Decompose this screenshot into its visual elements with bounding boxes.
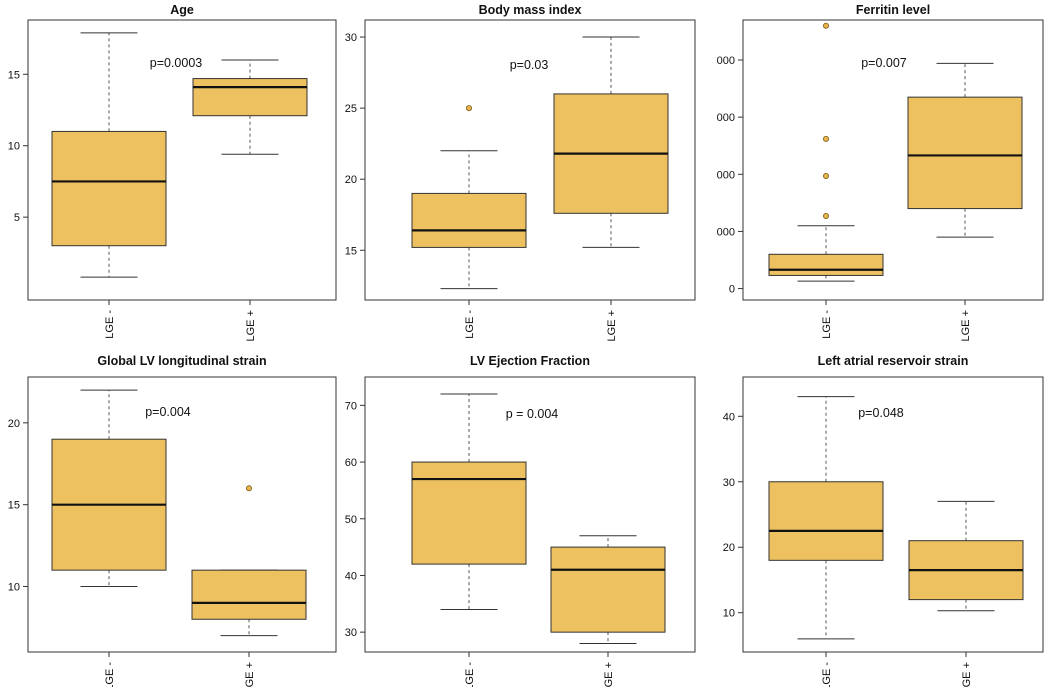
box-lge-negative bbox=[768, 22, 884, 282]
category-label: LGE - bbox=[821, 310, 833, 339]
box-lge-negative bbox=[411, 105, 527, 290]
category-label: LGE - bbox=[104, 662, 116, 687]
p-value-label: p=0.03 bbox=[510, 58, 549, 72]
y-tick-label: 10 bbox=[723, 608, 735, 620]
iqr-box bbox=[550, 546, 666, 633]
box-lge-positive bbox=[192, 59, 308, 155]
y-tick-label: 5 bbox=[14, 212, 20, 224]
plot-frame bbox=[742, 376, 1044, 653]
y-tick-label: 50 bbox=[345, 514, 357, 526]
category-label: LGE - bbox=[821, 662, 833, 687]
outlier-point bbox=[245, 485, 252, 492]
chart-panel-2: Body mass index 15 20 25 30 LGE - LGE + p=0.03 bbox=[345, 3, 696, 342]
iqr-box bbox=[411, 461, 527, 565]
category-label: LGE + bbox=[960, 310, 972, 342]
y-tick-label: 15 bbox=[345, 245, 357, 257]
box-lge-negative bbox=[51, 389, 167, 588]
y-tick-label: 20 bbox=[345, 174, 357, 186]
y-tick-label: 30 bbox=[345, 32, 357, 44]
chart-title: Age bbox=[170, 3, 194, 17]
p-value-label: p = 0.004 bbox=[506, 407, 559, 421]
category-label: LGE - bbox=[104, 310, 116, 339]
category-label: LGE + bbox=[606, 310, 618, 342]
plot-frame bbox=[364, 376, 696, 653]
y-tick-label: 70 bbox=[345, 400, 357, 412]
y-tick-label: 25 bbox=[345, 103, 357, 115]
y-tick-label: 000 bbox=[717, 226, 735, 238]
y-tick-label: 000 bbox=[717, 55, 735, 67]
iqr-box bbox=[411, 192, 527, 248]
box-lge-positive bbox=[908, 500, 1024, 612]
p-value-label: p=0.004 bbox=[145, 405, 191, 419]
outlier-point bbox=[823, 22, 830, 29]
y-tick-label: 20 bbox=[8, 418, 20, 430]
y-tick-label: 10 bbox=[8, 141, 20, 153]
y-tick-label: 0 bbox=[729, 284, 735, 296]
plot-frame bbox=[364, 19, 696, 301]
plot-frame bbox=[27, 376, 337, 653]
box-lge-negative bbox=[51, 32, 167, 278]
plot-frame bbox=[27, 19, 337, 301]
plot-frame bbox=[742, 19, 1044, 301]
iqr-box bbox=[768, 481, 884, 561]
outlier-point bbox=[823, 135, 830, 142]
y-tick-label: 000 bbox=[717, 169, 735, 181]
y-tick-label: 40 bbox=[723, 411, 735, 423]
chart-title: Left atrial reservoir strain bbox=[818, 354, 969, 368]
box-lge-positive bbox=[550, 535, 666, 644]
y-tick-label: 15 bbox=[8, 500, 20, 512]
category-label: LGE + bbox=[603, 662, 615, 687]
y-tick-label: 40 bbox=[345, 570, 357, 582]
p-value-label: p=0.048 bbox=[858, 406, 904, 420]
chart-title: Ferritin level bbox=[856, 3, 930, 17]
outlier-point bbox=[823, 212, 830, 219]
category-label: LGE + bbox=[961, 662, 973, 687]
category-label: LGE + bbox=[245, 310, 257, 342]
category-label: LGE + bbox=[244, 662, 256, 687]
iqr-box bbox=[768, 253, 884, 276]
box-lge-positive bbox=[553, 36, 669, 248]
box-lge-positive bbox=[907, 62, 1023, 238]
chart-panel-6: Left atrial reservoir strain 10 20 30 40 LGE … bbox=[723, 354, 1044, 687]
iqr-box bbox=[191, 569, 307, 620]
y-tick-label: 15 bbox=[8, 69, 20, 81]
y-tick-label: 30 bbox=[345, 627, 357, 639]
outlier-point bbox=[465, 105, 472, 112]
category-label: LGE - bbox=[464, 662, 476, 687]
iqr-box bbox=[51, 130, 167, 247]
box-lge-negative bbox=[768, 396, 884, 640]
y-tick-label: 10 bbox=[8, 582, 20, 594]
iqr-box bbox=[192, 78, 308, 117]
p-value-label: p=0.007 bbox=[861, 56, 907, 70]
iqr-box bbox=[907, 96, 1023, 210]
outlier-point bbox=[823, 172, 830, 179]
p-value-label: p=0.0003 bbox=[150, 56, 203, 70]
chart-title: Body mass index bbox=[479, 3, 582, 17]
y-tick-label: 20 bbox=[723, 542, 735, 554]
box-lge-negative bbox=[411, 393, 527, 610]
box-lge-positive bbox=[191, 485, 307, 637]
chart-panel-1: Age 5 10 15 LGE - LGE + p=0.0003 bbox=[8, 3, 337, 342]
chart-title: LV Ejection Fraction bbox=[470, 354, 590, 368]
chart-panel-5: LV Ejection Fraction 30 40 50 60 70 LGE - LGE +… bbox=[345, 354, 696, 687]
chart-title: Global LV longitudinal strain bbox=[97, 354, 266, 368]
y-tick-label: 000 bbox=[717, 112, 735, 124]
chart-panel-4: Global LV longitudinal strain 10 15 20 LGE -… bbox=[8, 354, 337, 687]
category-label: LGE - bbox=[464, 310, 476, 339]
y-tick-label: 60 bbox=[345, 457, 357, 469]
y-tick-label: 30 bbox=[723, 477, 735, 489]
